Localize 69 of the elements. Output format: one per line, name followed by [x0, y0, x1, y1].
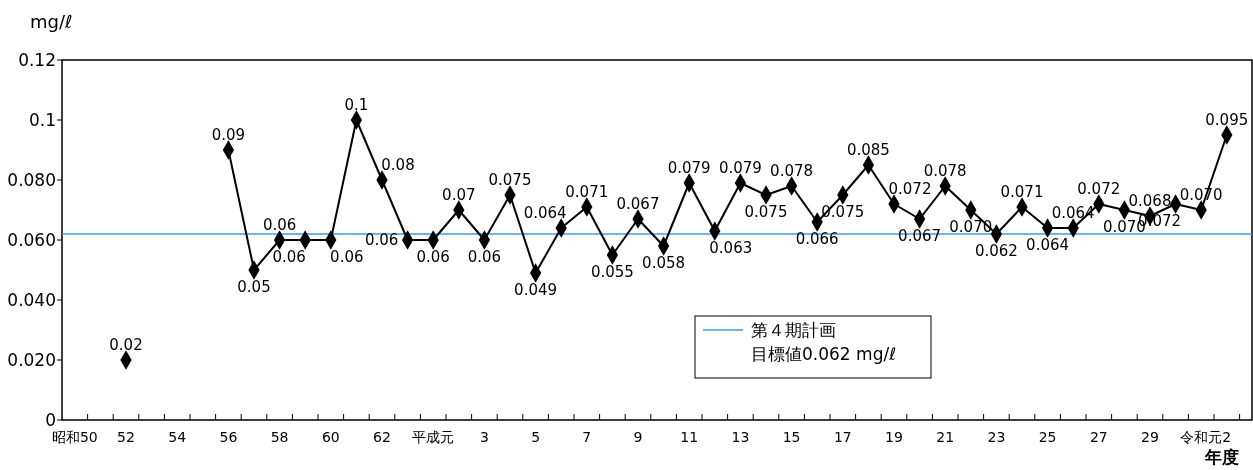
data-label: 0.063	[709, 239, 753, 257]
data-label: 0.075	[488, 171, 532, 189]
x-tick-label: 23	[987, 429, 1006, 445]
x-tick-label: 昭和50	[51, 429, 98, 445]
data-label: 0.078	[770, 162, 814, 180]
x-tick-label: 13	[731, 429, 750, 445]
data-label: 0.02	[109, 336, 143, 354]
data-label: 0.06	[262, 216, 297, 234]
data-label: 0.06	[364, 231, 399, 249]
data-label: 0.08	[381, 156, 415, 174]
x-tick-label: 27	[1089, 429, 1108, 445]
x-tick-label: 60	[321, 429, 340, 445]
y-axis-title: mg/ℓ	[30, 11, 73, 32]
data-label: 0.05	[237, 278, 271, 296]
data-label: 0.072	[888, 180, 932, 198]
data-label: 0.079	[718, 159, 762, 177]
data-label: 0.055	[590, 263, 634, 281]
x-tick-label: 2	[1222, 429, 1232, 445]
x-tick-label: 3	[479, 429, 489, 445]
data-label: 0.06	[467, 248, 502, 266]
x-tick-label: 7	[582, 429, 592, 445]
x-tick-label: 15	[782, 429, 801, 445]
data-label: 0.058	[642, 254, 686, 272]
x-tick-label: 62	[373, 429, 391, 445]
data-label: 0.062	[974, 242, 1018, 260]
x-axis-title: 年度	[1204, 447, 1239, 467]
data-label: 0.095	[1205, 111, 1249, 129]
data-label: 0.079	[667, 159, 711, 177]
x-tick-label: 29	[1141, 429, 1159, 445]
x-tick-label: 54	[168, 429, 187, 445]
x-tick-label: 平成元	[412, 429, 455, 445]
x-tick-label: 58	[270, 429, 289, 445]
data-label: 0.064	[1026, 236, 1070, 254]
x-tick-label: 9	[633, 429, 643, 445]
data-label: 0.06	[330, 248, 364, 266]
data-label: 0.066	[795, 230, 839, 248]
y-tick-label: 0.080	[7, 169, 56, 190]
data-label: 0.06	[272, 248, 306, 266]
data-label: 0.09	[211, 126, 246, 144]
data-label: 0.071	[1000, 183, 1044, 201]
x-tick-label: 19	[885, 429, 903, 445]
x-tick-label: 令和元	[1180, 429, 1223, 445]
y-tick-label: 0.12	[18, 49, 56, 70]
data-label: 0.049	[514, 281, 558, 299]
data-label: 0.072	[1077, 180, 1121, 198]
y-tick-label: 0.060	[7, 229, 56, 250]
data-label: 0.078	[923, 162, 967, 180]
x-tick-label: 21	[936, 429, 955, 445]
data-label: 0.064	[523, 204, 567, 222]
data-label: 0.071	[565, 183, 609, 201]
x-tick-label: 11	[680, 429, 699, 445]
legend-label: 第４期計画目標値0.062 mg/ℓ	[751, 320, 897, 364]
x-tick-label: 52	[117, 429, 135, 445]
y-tick-label: 0.1	[28, 109, 56, 130]
data-label: 0.067	[616, 195, 660, 213]
x-tick-label: 56	[219, 429, 238, 445]
y-tick-label: 0.040	[7, 289, 56, 310]
y-tick-label: 0.020	[7, 349, 56, 370]
data-label: 0.07	[442, 186, 476, 204]
x-tick-label: 5	[531, 429, 541, 445]
y-tick-label: 0	[45, 409, 56, 430]
data-label: 0.1	[344, 96, 369, 114]
data-label: 0.068	[1128, 192, 1172, 210]
x-tick-label: 25	[1038, 429, 1057, 445]
data-label: 0.070	[949, 218, 993, 236]
data-label: 0.06	[416, 248, 450, 266]
data-label: 0.085	[846, 141, 890, 159]
data-label: 0.075	[744, 203, 788, 221]
x-tick-label: 17	[833, 429, 852, 445]
